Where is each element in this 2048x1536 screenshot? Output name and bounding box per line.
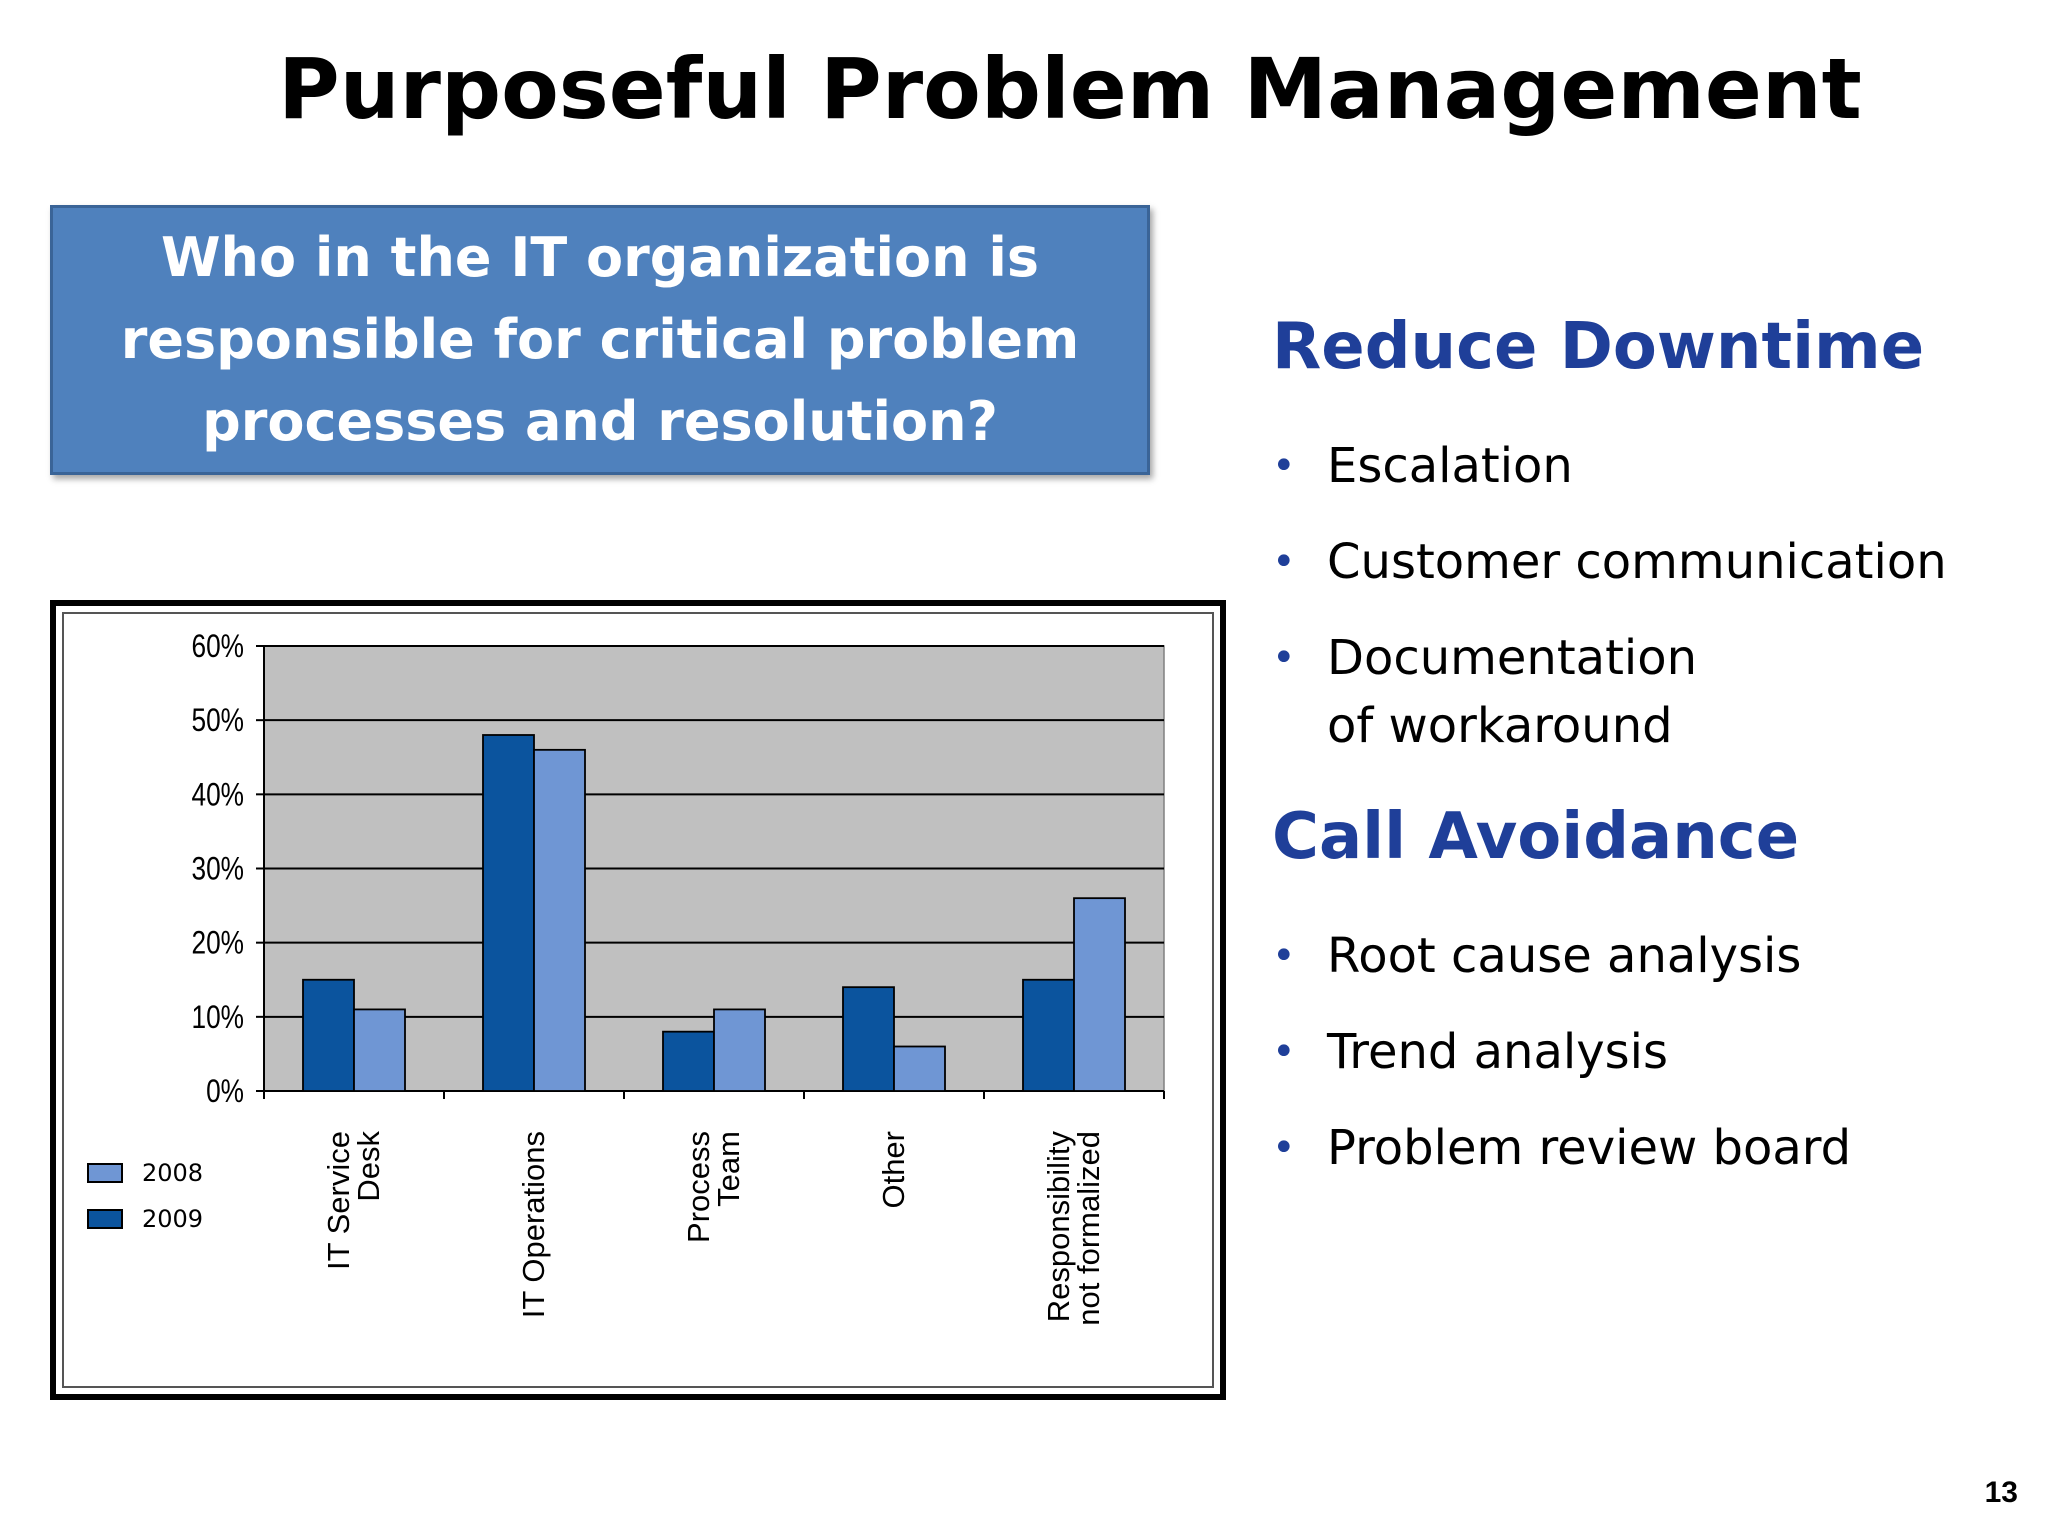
legend-label: 2008 <box>142 1159 203 1187</box>
bar-2009 <box>662 1030 715 1092</box>
bullet-dot-icon: • <box>1272 1125 1296 1171</box>
y-tick-label: 60% <box>191 630 244 665</box>
legend-label: 2009 <box>142 1205 203 1233</box>
x-tick-label: Desk <box>351 1131 386 1202</box>
question-text: Who in the IT organization is responsibl… <box>120 226 1080 453</box>
y-tick-label: 20% <box>191 926 244 961</box>
bullet-text: Root cause analysis <box>1327 922 1801 990</box>
bullet-text: Escalation <box>1327 432 1573 500</box>
x-tick-label: IT Operations <box>516 1131 551 1318</box>
x-tick-label: IT Service <box>321 1131 356 1270</box>
x-tick-label: Other <box>876 1131 911 1209</box>
bar-2009 <box>482 734 535 1092</box>
bar-2009 <box>842 986 895 1092</box>
section-heading: Reduce Downtime <box>1272 310 1925 384</box>
bullet-text: Documentation of workaround <box>1327 624 1697 760</box>
bullet-text-line: Root cause analysis <box>1327 928 1802 984</box>
bullet-text: Problem review board <box>1327 1114 1851 1182</box>
bullet-dot-icon: • <box>1272 933 1296 979</box>
x-tick-label: Process <box>681 1131 716 1243</box>
bar-2008 <box>1073 897 1126 1092</box>
page-number: 13 <box>1984 1476 2018 1509</box>
y-tick-label: 50% <box>191 704 244 739</box>
x-tick-label: Team <box>711 1131 746 1207</box>
slide-title: Purposeful Problem Management <box>278 40 1862 138</box>
bar-2008 <box>353 1008 406 1092</box>
y-tick-label: 0% <box>206 1075 244 1110</box>
bar-2008 <box>713 1008 766 1092</box>
x-tick-label: Responsibility <box>1041 1131 1076 1323</box>
bullet-text: Trend analysis <box>1327 1018 1668 1086</box>
bar-2008 <box>893 1045 946 1092</box>
bullet-dot-icon: • <box>1272 443 1296 489</box>
legend-swatch-2008 <box>87 1163 123 1183</box>
legend-swatch-2009 <box>87 1209 123 1229</box>
bullet-dot-icon: • <box>1272 1029 1296 1075</box>
question-box: Who in the IT organization is responsibl… <box>50 205 1150 475</box>
section-heading: Call Avoidance <box>1272 800 1800 874</box>
bullet-text-line: Documentation <box>1327 630 1698 686</box>
bar-2009 <box>1022 978 1075 1092</box>
bullet-dot-icon: • <box>1272 539 1296 585</box>
bar-2009 <box>302 978 355 1092</box>
y-tick-label: 40% <box>191 778 244 813</box>
y-tick-label: 10% <box>191 1000 244 1035</box>
bullet-text-line: Customer communication <box>1327 534 1947 590</box>
bullet-text-line: Problem review board <box>1327 1120 1852 1176</box>
y-tick-label: 30% <box>191 852 244 887</box>
chart-inner-border <box>62 612 1214 1388</box>
bar-2008 <box>533 748 586 1092</box>
x-tick-label: not formalized <box>1071 1131 1106 1326</box>
chart-frame: 0% 10% 20% 30% 40% 50% 60% IT Service Desk IT Ope… <box>50 600 1226 1400</box>
bullet-dot-icon: • <box>1272 635 1296 681</box>
bullet-text-line: of workaround <box>1327 698 1673 754</box>
bullet-text-line: Trend analysis <box>1327 1024 1668 1080</box>
bullet-text: Customer communication <box>1327 528 1947 596</box>
bullet-text-line: Escalation <box>1327 438 1573 494</box>
